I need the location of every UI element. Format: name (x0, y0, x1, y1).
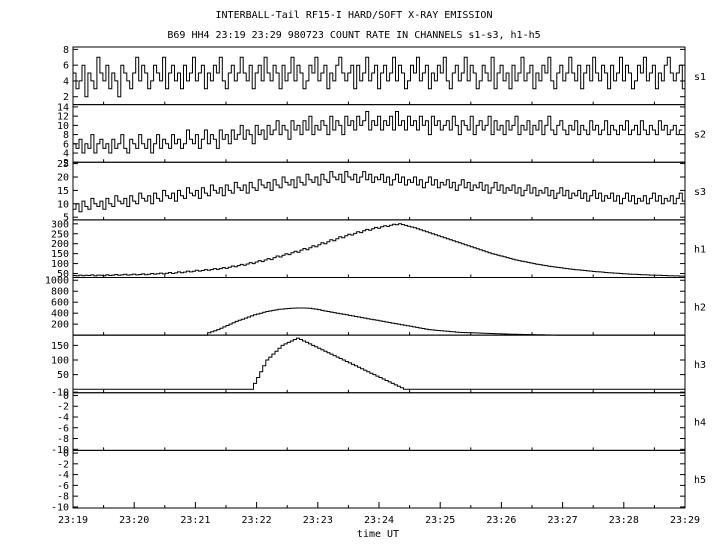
y-tick-label: 250 (51, 229, 69, 240)
y-tick-label: -2 (57, 402, 69, 413)
y-tick-label: 800 (51, 287, 69, 298)
channel-label-s3: s3 (694, 187, 706, 198)
series-line-h2 (73, 307, 685, 336)
channel-label-h1: h1 (694, 245, 706, 256)
series-line-s1 (73, 56, 686, 98)
y-tick-label: 300 (51, 219, 69, 230)
x-tick-label: 23:28 (609, 515, 639, 526)
y-tick-label: 2 (63, 158, 69, 169)
y-tick-label: 2 (63, 92, 69, 103)
panels: 2468s12468101214s2510152025s350100150200… (45, 45, 706, 514)
y-tick-label: 5 (63, 213, 69, 224)
y-tick-label: 600 (51, 298, 69, 309)
series-line-h1 (73, 223, 685, 277)
y-tick-label: 50 (57, 370, 69, 381)
x-tick-label: 23:27 (548, 515, 578, 526)
y-tick-label: -6 (57, 423, 69, 434)
panel-s3: 5 10 15 20 25 s3 (57, 159, 706, 224)
x-tick-label: 23:21 (180, 515, 210, 526)
series-line-s2 (73, 111, 683, 154)
y-tick-label: 100 (51, 259, 69, 270)
y-tick-label: -10 (51, 388, 69, 399)
channel-label-h4: h4 (694, 418, 706, 429)
panel-s1: 2 4 6 8 s1 (63, 45, 706, 106)
y-tick-label: 4 (63, 149, 69, 160)
y-tick-label: 10 (57, 121, 69, 132)
y-tick-label: 400 (51, 309, 69, 320)
y-tick-label: -10 (51, 445, 69, 456)
y-tick-label: 50 (57, 269, 69, 280)
channel-label-h2: h2 (694, 302, 706, 313)
y-tick-label: -10 (51, 502, 69, 513)
y-tick-label: 6 (63, 61, 69, 72)
y-tick-label: 25 (57, 159, 69, 170)
y-tick-label: 0 (63, 391, 69, 402)
y-tick-label: 6 (63, 139, 69, 150)
y-tick-label: -6 (57, 481, 69, 492)
y-tick-label: 200 (51, 320, 69, 331)
y-tick-label: 150 (51, 341, 69, 352)
y-tick-label: 14 (57, 102, 69, 113)
y-tick-label: -8 (57, 434, 69, 445)
x-tick-label: 23:20 (119, 515, 149, 526)
y-tick-label: 150 (51, 249, 69, 260)
panel-frame (72, 392, 686, 451)
y-tick-label: 8 (63, 45, 69, 56)
x-axis: 23:19 23:20 23:21 23:22 23:23 23:24 23:25 23:26… (58, 502, 700, 526)
x-tick-label: 23:25 (425, 515, 455, 526)
panel-frame (72, 334, 686, 394)
x-tick-label: 23:24 (364, 515, 394, 526)
y-tick-label: 8 (63, 130, 69, 141)
panel-frame (72, 449, 686, 509)
y-tick-label: -2 (57, 459, 69, 470)
y-tick-label: -8 (57, 492, 69, 503)
y-tick-label: 0 (63, 449, 69, 460)
y-tick-label: 200 (51, 239, 69, 250)
y-tick-label: 15 (57, 186, 69, 197)
channel-label-s2: s2 (694, 129, 706, 140)
series-line-h3 (73, 337, 685, 390)
y-tick-label: 12 (57, 112, 69, 123)
panel-h3: -10 50 100 150 h3 (51, 334, 706, 399)
y-tick-label: -4 (57, 412, 69, 423)
channel-label-h5: h5 (694, 475, 706, 486)
y-tick-label: 100 (51, 355, 69, 366)
y-tick-label: 10 (57, 199, 69, 210)
y-tick-label: -4 (57, 470, 69, 481)
x-tick-label: 23:19 (58, 515, 88, 526)
y-tick-label: 1000 (45, 276, 69, 287)
y-tick-label: 4 (63, 76, 69, 87)
panel-h5: -10-8-6-4-20 h5 (51, 449, 706, 514)
channel-label-h3: h3 (694, 360, 706, 371)
panel-frame (72, 277, 686, 336)
panel-frame (72, 104, 686, 163)
series-line-s3 (73, 171, 685, 213)
chart-subtitle: B69 HH4 23:19 23:29 980723 COUNT RATE IN… (167, 30, 540, 41)
channel-label-s1: s1 (694, 72, 706, 83)
y-tick-label: 20 (57, 172, 69, 183)
x-tick-label: 23:26 (486, 515, 516, 526)
x-tick-label: 23:29 (670, 515, 700, 526)
x-tick-label: 23:22 (242, 515, 272, 526)
x-axis-label: time UT (357, 529, 399, 540)
chart-title: INTERBALL-Tail RF15-I HARD/SOFT X-RAY EM… (216, 10, 493, 21)
x-tick-label: 23:23 (303, 515, 333, 526)
